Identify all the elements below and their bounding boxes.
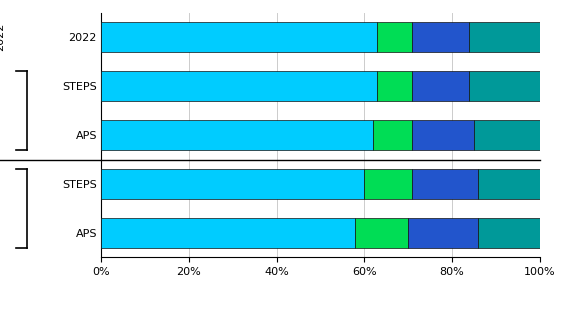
Legend: Private - home, Private - work, Public - slow, Public - fast: Private - home, Private - work, Public -…: [130, 312, 511, 314]
Text: 2022: 2022: [0, 23, 5, 51]
Bar: [101, 169, 364, 199]
Bar: [408, 218, 478, 248]
Bar: [478, 218, 540, 248]
Bar: [355, 218, 408, 248]
Bar: [469, 22, 540, 52]
Bar: [373, 120, 413, 150]
Bar: [413, 169, 478, 199]
Bar: [413, 120, 474, 150]
Text: 2025: 2025: [0, 96, 1, 125]
Bar: [413, 71, 469, 101]
Bar: [101, 218, 355, 248]
Bar: [364, 169, 413, 199]
Bar: [413, 22, 469, 52]
Text: 2030: 2030: [0, 194, 1, 223]
Bar: [101, 22, 377, 52]
Bar: [474, 120, 540, 150]
Bar: [469, 71, 540, 101]
Bar: [101, 71, 377, 101]
Bar: [377, 22, 413, 52]
Bar: [478, 169, 540, 199]
Bar: [101, 120, 373, 150]
Bar: [377, 71, 413, 101]
